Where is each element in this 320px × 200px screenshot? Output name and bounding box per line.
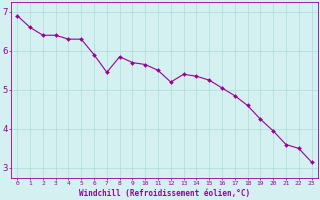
X-axis label: Windchill (Refroidissement éolien,°C): Windchill (Refroidissement éolien,°C) xyxy=(79,189,250,198)
